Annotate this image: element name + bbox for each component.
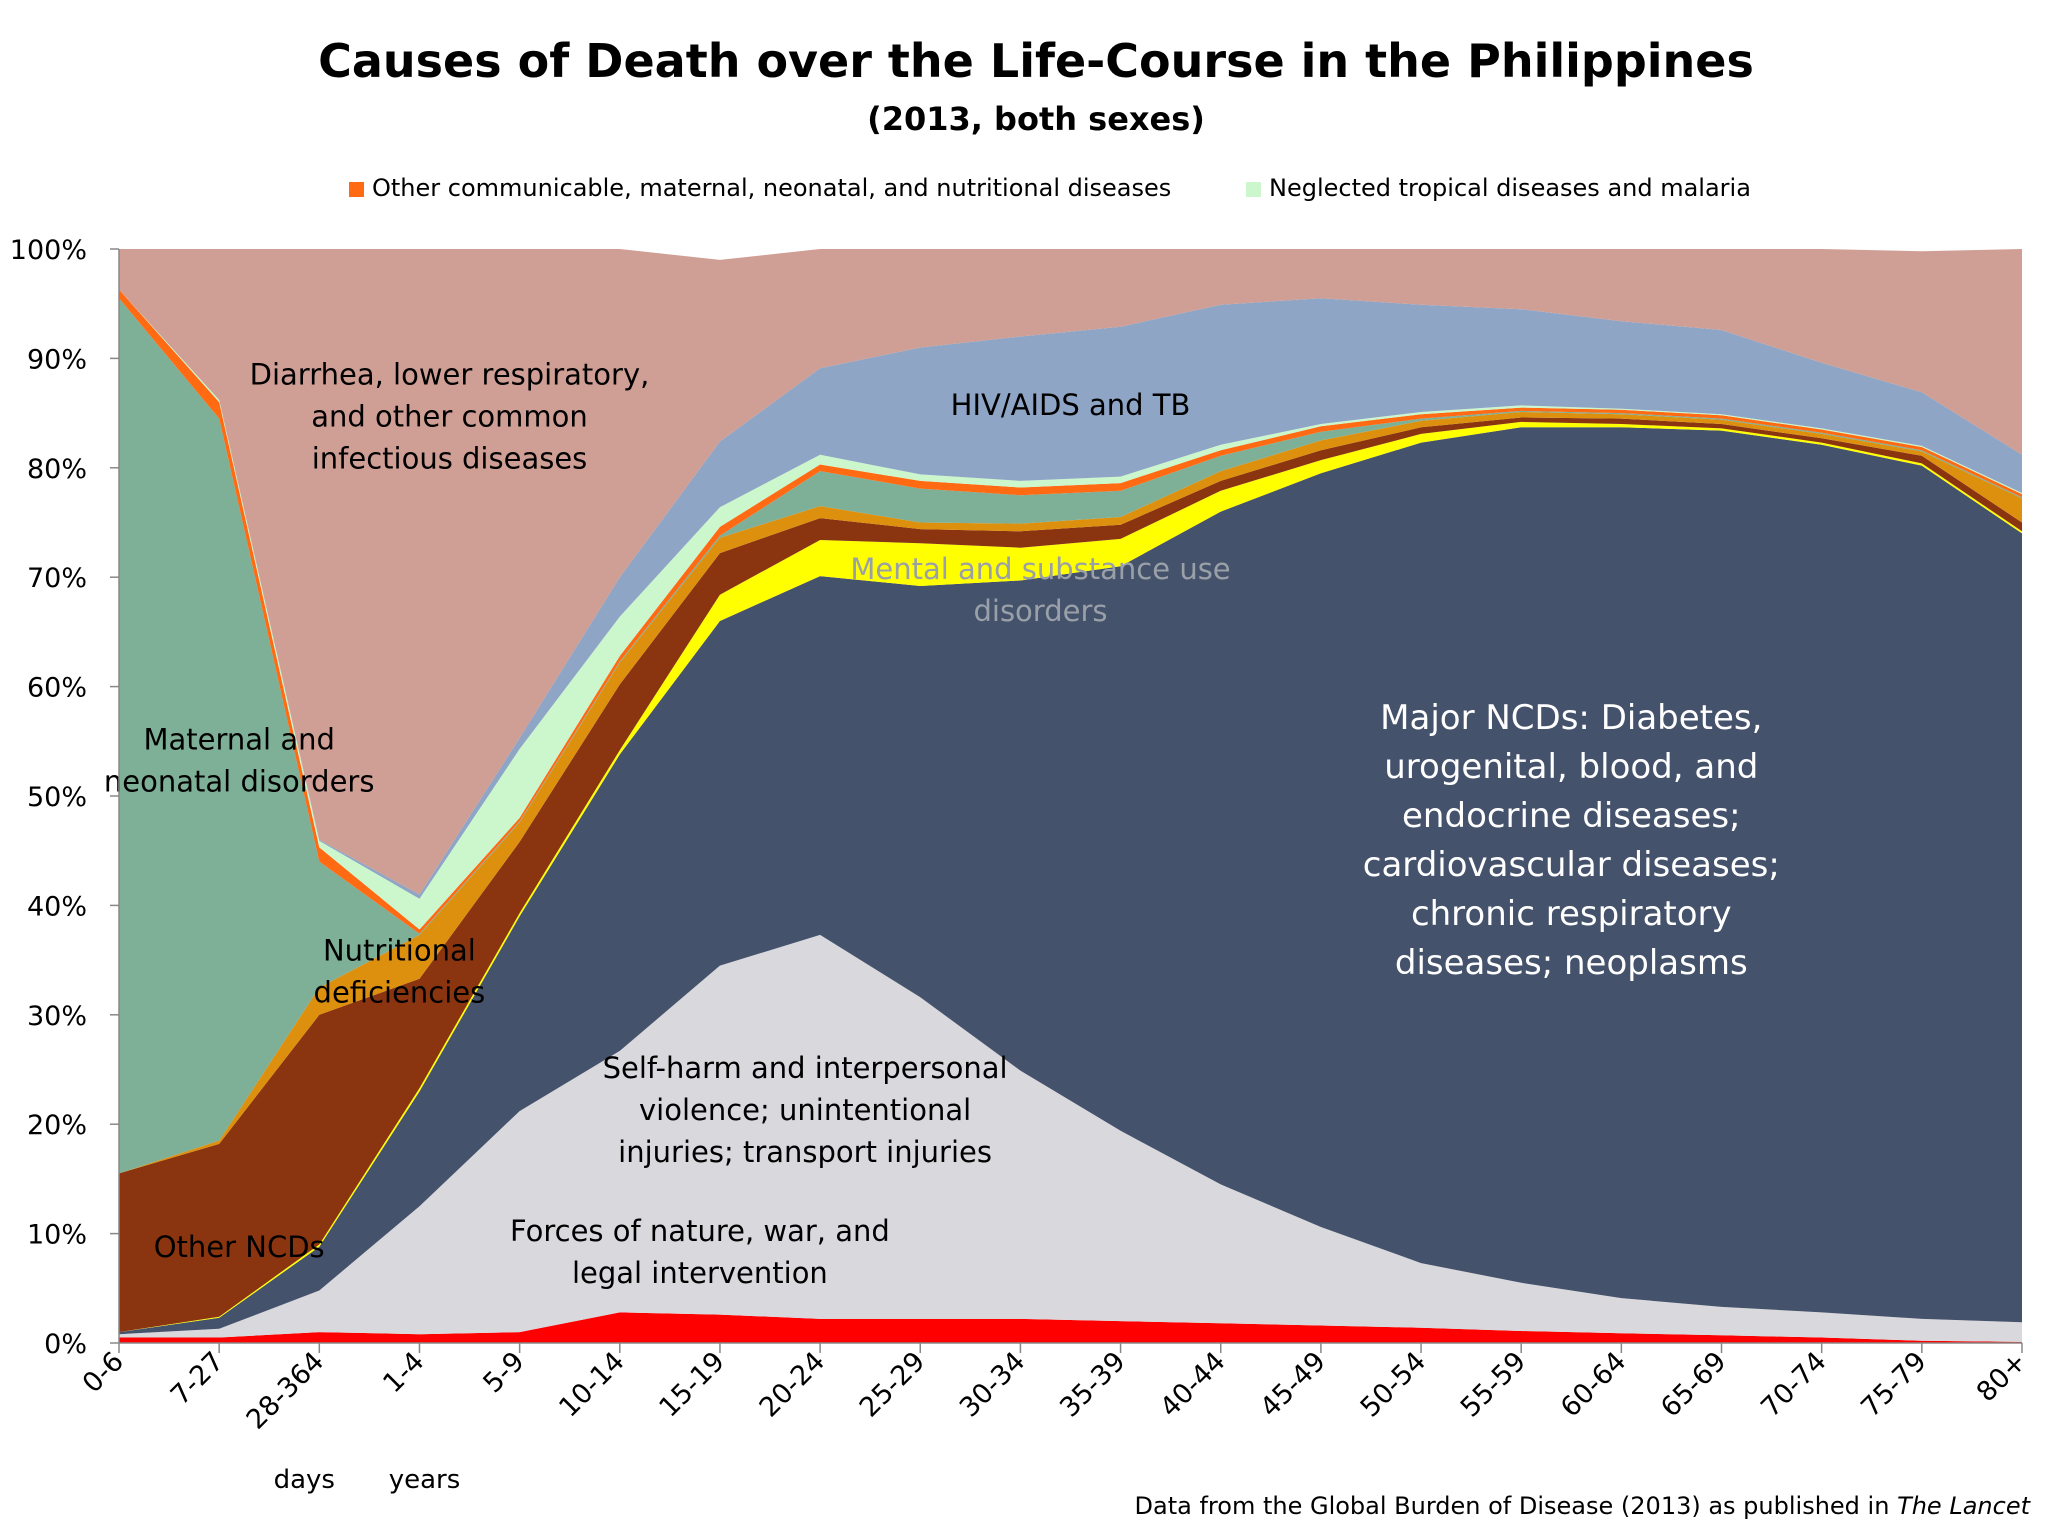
legend-label-other-communicable: Other communicable, maternal, neonatal, … [372,174,1171,202]
annotation-line: Maternal and [143,722,334,756]
y-tick-label: 0% [44,1329,87,1360]
annotation-line: Nutritional [323,933,476,967]
annotation-line: deficiencies [314,975,486,1009]
source-prefix: Data from the Global Burden of Disease (… [1135,1492,1898,1520]
x-tick-label: 5-9 [477,1346,530,1399]
x-tick-label: 55-59 [1455,1346,1532,1423]
source-journal: The Lancet [1897,1492,2032,1520]
y-tick-label: 70% [27,563,87,594]
annotation-line: diseases; neoplasms [1395,943,1748,983]
y-tick-label: 100% [10,235,87,266]
legend-label-neglected-tropical: Neglected tropical diseases and malaria [1269,174,1751,202]
x-tick-label: 50-54 [1355,1346,1432,1423]
annotation-line: endocrine diseases; [1402,796,1741,836]
area-major_ncds [119,427,2022,1335]
x-tick-label: 45-49 [1254,1346,1331,1423]
annotation-maternal: Maternal and neonatal disorders [104,722,375,798]
y-tick-label: 40% [27,891,87,922]
annotation-line: cardiovascular diseases; [1363,845,1780,885]
chart-subtitle: (2013, both sexes) [867,100,1205,138]
x-category-note: years [389,1465,461,1495]
annotation-nutritional: Nutritional deficiencies [314,933,486,1009]
annotation-line: violence; unintentional [639,1093,971,1127]
annotation-mental: Mental and substance use disorders [850,552,1230,628]
annotation-line: neonatal disorders [104,764,375,798]
annotation-line: Major NCDs: Diabetes, [1380,698,1762,738]
y-tick-label: 60% [27,673,87,704]
y-tick-label: 90% [27,344,87,375]
y-tick-label: 30% [27,1001,87,1032]
area-other_ncds [119,417,2022,1333]
area-hiv_tb [119,289,2022,899]
x-tick-label: 70-74 [1755,1346,1832,1423]
x-tick-label: 40-44 [1154,1346,1231,1423]
x-tick-label: 20-24 [754,1346,831,1423]
annotation-line: Other NCDs [154,1230,325,1264]
chart-title: Causes of Death over the Life-Course in … [318,34,1754,88]
annotation-line: chronic respiratory [1411,894,1732,934]
annotation-line: Forces of nature, war, and [510,1214,890,1248]
area-forces [119,1312,2022,1343]
annotation-line: urogenital, blood, and [1384,747,1758,787]
y-tick-label: 10% [27,1220,87,1251]
area-diarrhea [119,249,2022,895]
legend: Other communicable, maternal, neonatal, … [349,174,1751,202]
annotation-other_ncds: Other NCDs [154,1230,325,1264]
x-tick-label: 75-79 [1855,1346,1932,1423]
x-tick-label: 80+ [1971,1346,2033,1408]
source-note: Data from the Global Burden of Disease (… [1135,1492,2032,1520]
x-tick-label: 1-4 [377,1346,430,1399]
x-tick-label: 65-69 [1655,1346,1732,1423]
annotation-forces: Forces of nature, war, and legal interven… [510,1214,890,1290]
annotation-diarrhea: Diarrhea, lower respiratory, and other co… [250,358,650,476]
x-category-note: days [274,1465,335,1495]
area-injuries [119,934,2022,1342]
x-tick-label: 25-29 [854,1346,931,1423]
legend-swatch-neglected-tropical [1246,182,1261,197]
area-annotations: Diarrhea, lower respiratory, and other co… [104,358,1780,1291]
annotation-hiv_tb: HIV/AIDS and TB [951,388,1191,422]
x-tick-label: 35-39 [1054,1346,1131,1423]
annotation-injuries: Self-harm and interpersonal violence; uni… [603,1051,1008,1169]
y-tick-label: 80% [27,454,87,485]
x-tick-label: 60-64 [1555,1346,1632,1423]
annotation-line: and other common [311,400,588,434]
y-tick-label: 50% [27,782,87,813]
annotation-line: legal intervention [572,1256,828,1290]
legend-swatch-other-communicable [349,182,364,197]
annotation-line: Self-harm and interpersonal [603,1051,1008,1085]
x-tick-label: 30-34 [954,1346,1031,1423]
annotation-line: infectious diseases [312,442,588,476]
annotation-line: disorders [973,594,1107,628]
x-tick-label: 7-27 [165,1346,230,1411]
annotation-major_ncds: Major NCDs: Diabetes, urogenital, blood, … [1363,698,1780,983]
y-tick-label: 20% [27,1110,87,1141]
annotation-line: Diarrhea, lower respiratory, [250,358,650,392]
x-tick-label: 15-19 [653,1346,730,1423]
annotation-line: injuries; transport injuries [618,1135,992,1169]
x-tick-label: 28-364 [241,1346,331,1436]
annotation-line: HIV/AIDS and TB [951,388,1191,422]
plot-area [119,249,2022,1343]
x-tick-label: 10-14 [553,1346,630,1423]
annotation-line: Mental and substance use [850,552,1230,586]
